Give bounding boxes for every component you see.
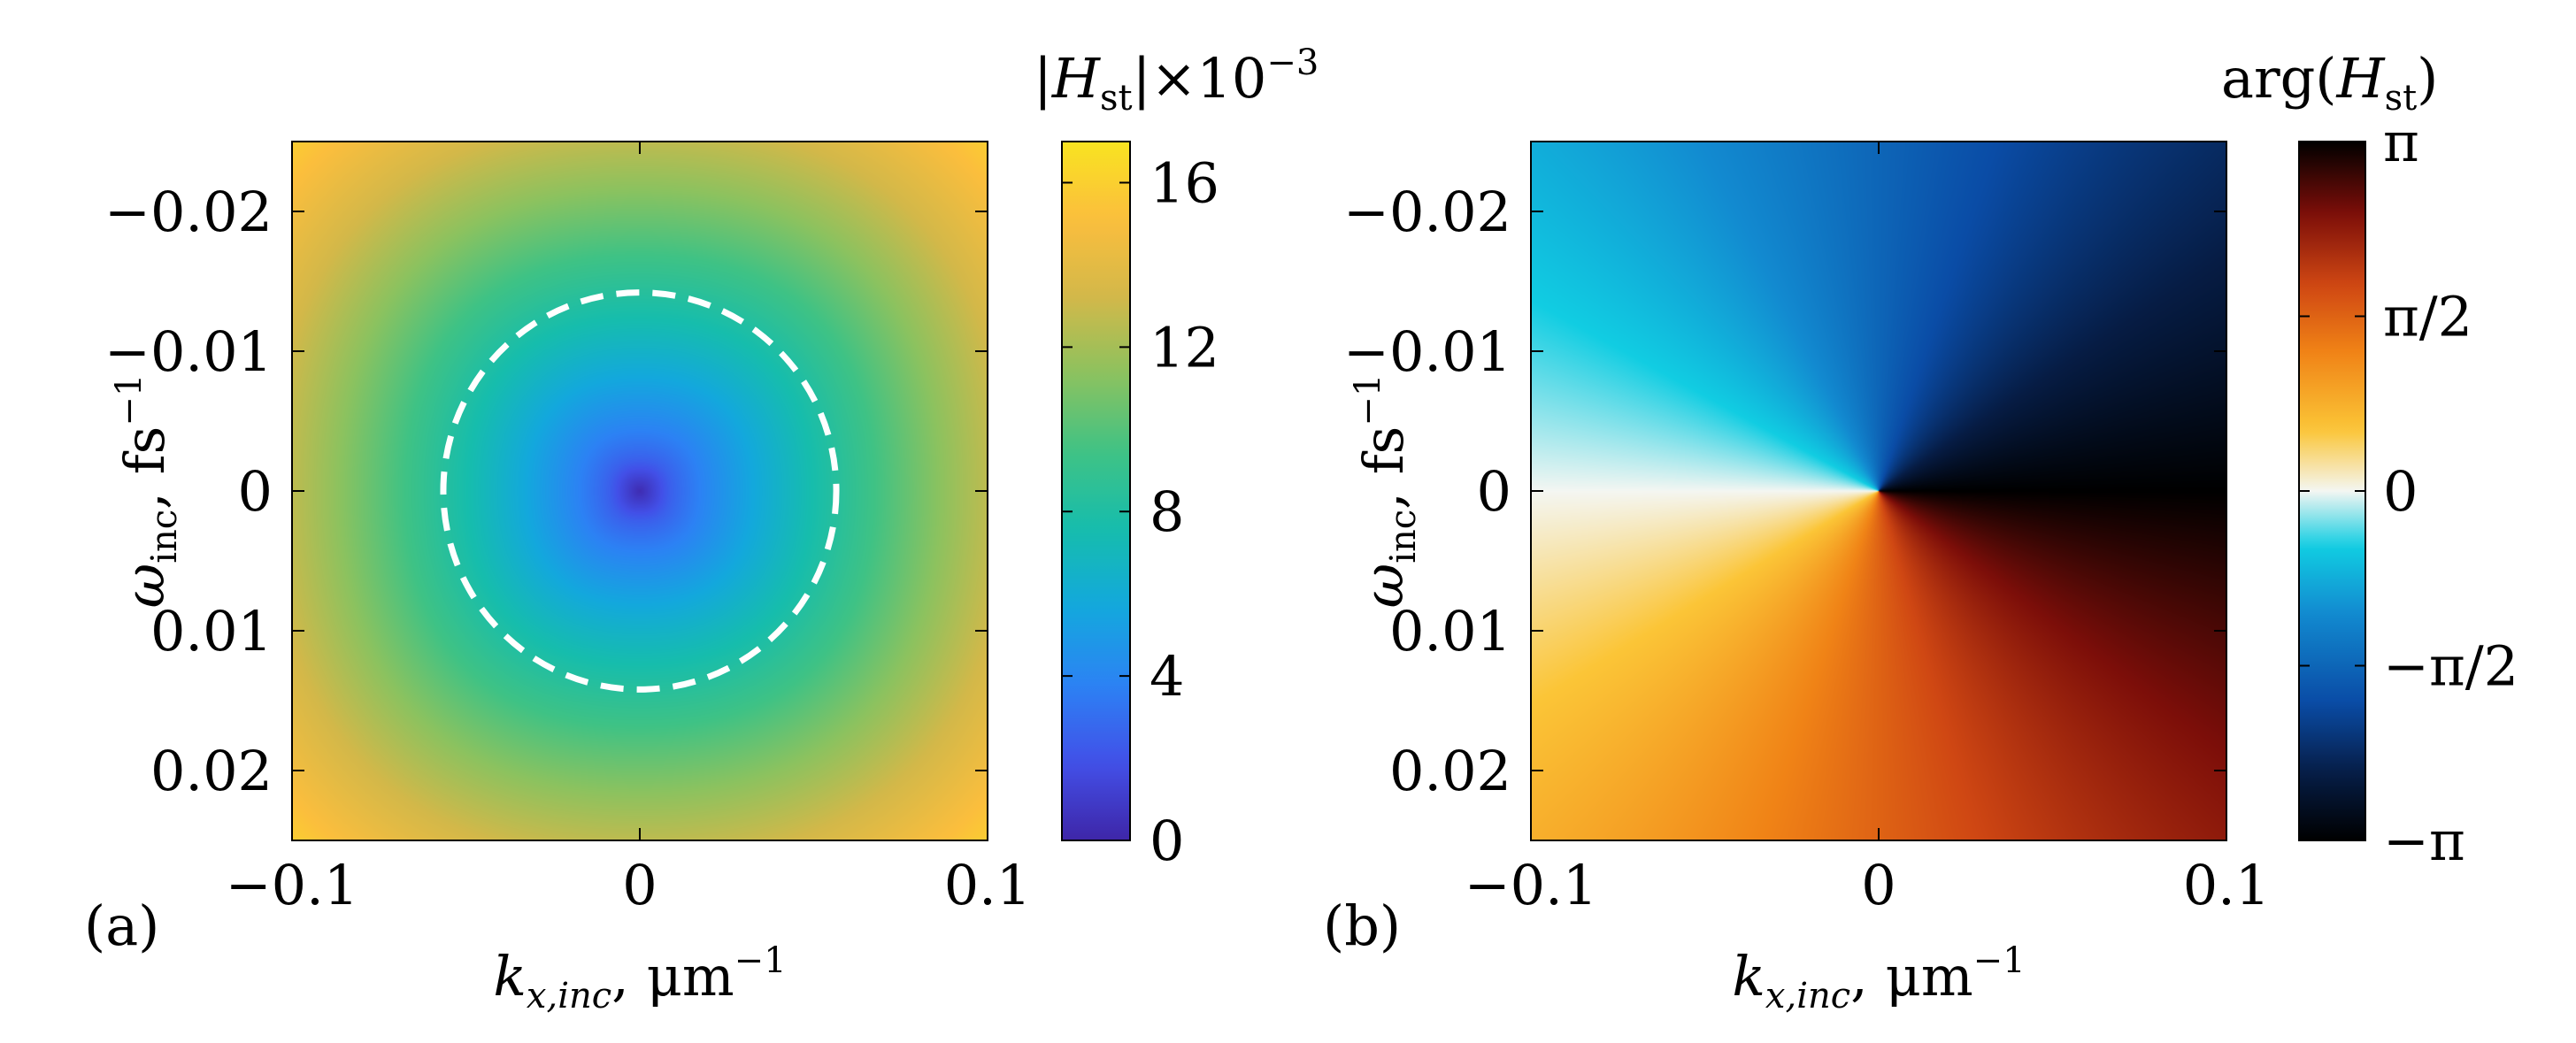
panel-b-colorbar-tick-label: −π <box>2383 809 2465 873</box>
panel-b-colorbar-title: arg(Hst) <box>2221 46 2438 119</box>
panel-b-y-tick-label: 0.02 <box>1389 739 1511 803</box>
panel-a-heatmap <box>292 142 988 840</box>
panel-b-x-tick-label: −0.1 <box>1465 853 1598 917</box>
panel-a-x-tick-label: 0.1 <box>944 853 1032 917</box>
dashed-circle-annotation <box>440 289 840 693</box>
panel-a-y-tick-label: 0 <box>238 459 273 524</box>
panel-a-y-tick-label: 0.01 <box>150 599 273 663</box>
panel-a-colorbar-tick-labels: 0 4 8 12 16 <box>1150 150 1219 873</box>
panel-b-colorbar-tick-label: π/2 <box>2383 284 2472 349</box>
panel-b-x-tick-labels: −0.1 0 0.1 <box>1465 853 2271 917</box>
panel-b-x-tick-label: 0 <box>1861 853 1895 917</box>
panel-b-colorbar <box>2299 142 2365 840</box>
panel-b-y-tick-labels: −0.02 −0.01 0 0.01 0.02 <box>1343 180 1511 803</box>
panel-a-x-tick-labels: −0.1 0 0.1 <box>226 853 1032 917</box>
panel-b-y-axis-label: ωinc, fs−1 <box>1348 374 1424 609</box>
panel-b-heatmap-host <box>1531 142 2226 840</box>
panel-a-x-tick-label: 0 <box>622 853 657 917</box>
panel-a-y-tick-label: −0.02 <box>104 180 273 244</box>
panel-b-tick-marks <box>1530 142 2227 840</box>
panel-a-colorbar-tick-label: 12 <box>1150 315 1219 380</box>
panel-a-y-axis-label: ωinc, fs−1 <box>109 374 185 609</box>
panel-b-y-tick-label: −0.02 <box>1343 180 1511 244</box>
panel-a-colorbar-ticks <box>1062 181 1130 841</box>
panel-a: −0.1 0 0.1 −0.02 −0.01 0 0.01 0.02 (a) kx,inc,… <box>84 42 1319 1016</box>
panel-b-colorbar-tick-labels: −π −π/2 0 π/2 π <box>2383 110 2518 873</box>
panel-b-colorbar-tick-label: 0 <box>2383 459 2418 524</box>
panel-a-heatmap-host <box>292 142 988 840</box>
panel-a-colorbar-frame <box>1061 141 1131 841</box>
panel-a-y-tick-label: 0.02 <box>150 739 273 803</box>
panel-a-label: (a) <box>84 893 159 958</box>
panel-a-y-tick-label: −0.01 <box>104 319 273 384</box>
panel-a-colorbar-tick-label: 0 <box>1150 809 1184 873</box>
panel-b-label: (b) <box>1323 893 1401 958</box>
panel-a-colorbar-tick-label: 16 <box>1150 150 1219 215</box>
panel-b-y-tick-label: 0 <box>1477 459 1511 524</box>
panel-a-colorbar-title: |Hst|×10−3 <box>1034 42 1319 119</box>
panel-a-colorbar-tick-label: 8 <box>1150 479 1184 544</box>
panel-b-colorbar-tick-label: −π/2 <box>2383 634 2518 699</box>
panel-b-x-axis-label: kx,inc, μm−1 <box>1732 940 2025 1016</box>
panel-a-colorbar <box>1062 142 1130 840</box>
panel-b-colorbar-tick-label: π <box>2383 110 2419 174</box>
panel-a-tick-marks <box>291 142 988 840</box>
panel-a-x-tick-label: −0.1 <box>226 853 359 917</box>
panel-b-colorbar-ticks <box>2299 141 2365 841</box>
panel-b-heatmap <box>1531 142 2226 840</box>
panel-a-x-axis-label: kx,inc, μm−1 <box>493 940 786 1016</box>
panel-b-y-tick-label: −0.01 <box>1343 319 1511 384</box>
panel-a-colorbar-tick-label: 4 <box>1150 644 1184 709</box>
panel-b: −0.1 0 0.1 −0.02 −0.01 0 0.01 0.02 (b) kx,inc,… <box>1323 46 2518 1016</box>
panel-a-y-tick-labels: −0.02 −0.01 0 0.01 0.02 <box>104 180 273 803</box>
panel-b-x-tick-label: 0.1 <box>2183 853 2271 917</box>
panel-b-y-tick-label: 0.01 <box>1389 599 1511 663</box>
